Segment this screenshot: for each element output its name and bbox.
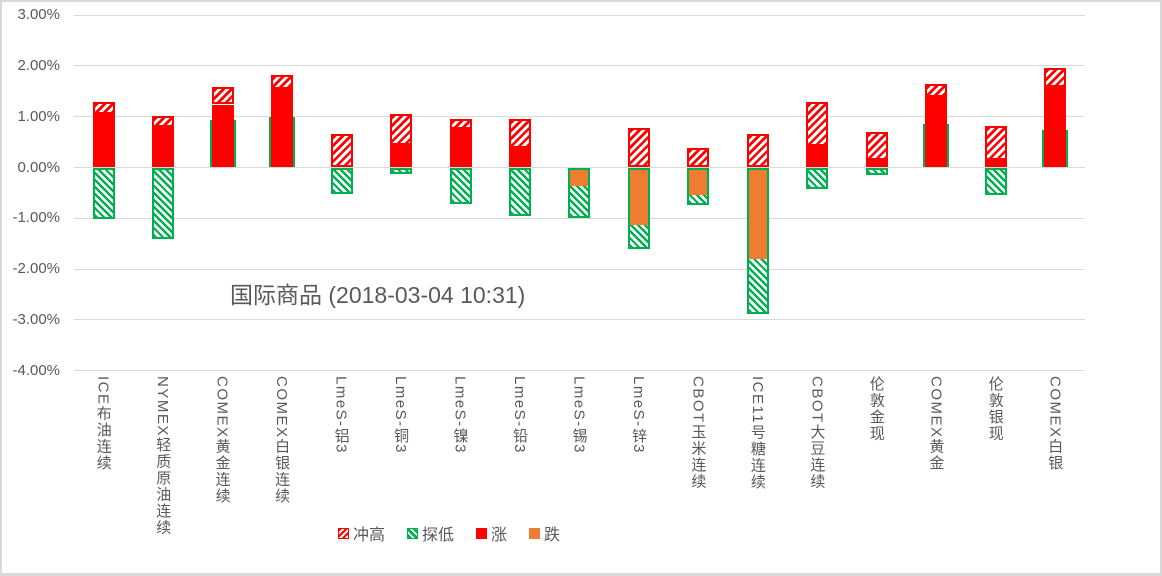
bar-high-segment [271, 74, 294, 89]
bar-high-segment [92, 102, 115, 114]
x-category-label: NYMEX轻质原油连续 [154, 376, 172, 536]
bar-rise-segment [1044, 87, 1067, 168]
bar-high-segment [806, 102, 829, 147]
legend-item: 探低 [407, 521, 454, 545]
bar-high-segment [449, 119, 472, 129]
bar-rise-segment [211, 104, 234, 168]
bar-rise-segment [806, 146, 829, 168]
x-category-label: LmeS-锡3 [570, 376, 588, 455]
y-tick-label: 0.00% [17, 158, 60, 176]
bar-fall-segment [570, 169, 589, 186]
legend-item-label: 涨 [491, 527, 508, 544]
y-tick-label: -1.00% [12, 209, 60, 227]
legend-item-label: 冲高 [353, 527, 386, 544]
legend: 冲高 探低 涨 跌 [338, 521, 560, 545]
legend-item: 跌 [529, 521, 560, 545]
gridline [74, 116, 1085, 118]
bar-rise-segment [152, 127, 175, 168]
bar-low-segment [330, 167, 353, 194]
bar-high-segment [211, 86, 234, 105]
bar-high-segment [925, 84, 948, 97]
bar-rise-segment [449, 128, 472, 168]
x-category-label: LmeS-铅3 [511, 376, 529, 455]
bar-fall-segment [689, 169, 708, 195]
x-category-label: 伦敦银现 [986, 376, 1004, 442]
y-tick-label: -3.00% [12, 310, 60, 328]
x-category-label: LmeS-铝3 [332, 376, 350, 455]
x-category-label: COMEX黄金 [927, 376, 945, 472]
legend-item-label: 跌 [544, 527, 561, 544]
legend-item-label: 探低 [422, 527, 455, 544]
y-tick-label: -4.00% [12, 361, 60, 379]
gridline [74, 217, 1085, 219]
bar-low-segment [806, 167, 829, 189]
x-category-label: 伦敦金现 [867, 376, 885, 442]
bar-high-segment [627, 128, 650, 168]
x-category-label: COMEX黄金连续 [213, 376, 231, 505]
y-tick-label: 3.00% [17, 6, 60, 24]
x-category-label: ICE11号糖连续 [748, 376, 766, 491]
gridline [74, 268, 1085, 270]
bar-high-segment [687, 148, 710, 168]
chart-title: 国际商品 (2018-03-04 10:31) [230, 282, 526, 308]
x-category-label: COMEX白银连续 [273, 376, 291, 505]
x-category-label: LmeS-镍3 [451, 376, 469, 455]
bar-low-segment [92, 167, 115, 220]
bar-rise-segment [271, 88, 294, 168]
legend-swatch-green-hatch-icon [407, 527, 419, 539]
gridline [74, 370, 1085, 372]
legend-swatch-orange-icon [529, 527, 541, 539]
bar-rise-segment [984, 160, 1007, 168]
bar-high-segment [152, 116, 175, 128]
bar-low-segment [152, 167, 175, 239]
legend-swatch-red-icon [476, 527, 488, 539]
bar-rise-segment [509, 148, 532, 168]
x-category-label: COMEX白银 [1046, 376, 1064, 472]
bar-fall-segment [748, 169, 767, 260]
legend-item: 涨 [476, 521, 507, 545]
y-tick-label: 1.00% [17, 107, 60, 125]
bar-low-segment [449, 167, 472, 204]
bar-high-segment [509, 119, 532, 149]
y-tick-label: 2.00% [17, 56, 60, 74]
bar-rise-segment [390, 145, 413, 168]
bar-low-segment [509, 167, 532, 216]
x-category-label: ICE布油连续 [94, 376, 112, 472]
legend-item: 冲高 [338, 521, 385, 545]
legend-swatch-red-hatch-icon [338, 527, 349, 539]
bar-high-segment [865, 131, 888, 160]
bar-rise-segment [925, 96, 948, 168]
bar-low-segment [865, 167, 888, 176]
gridline [74, 319, 1085, 321]
bar-high-segment [390, 113, 413, 146]
bar-rise-segment [865, 159, 888, 168]
bar-rise-segment [92, 113, 115, 168]
bar-low-segment [984, 167, 1007, 195]
bar-low-segment [390, 167, 413, 174]
bar-fall-segment [629, 169, 648, 225]
bar-high-segment [330, 134, 353, 168]
x-category-label: CBOT玉米连续 [689, 376, 707, 490]
x-category-label: LmeS-铜3 [392, 376, 410, 455]
x-category-label: LmeS-锌3 [629, 376, 647, 455]
gridline [74, 65, 1085, 67]
bar-high-segment [746, 134, 769, 168]
x-category-label: CBOT大豆连续 [808, 376, 826, 490]
gridline [74, 14, 1085, 16]
bar-high-segment [1044, 68, 1067, 88]
y-tick-label: -2.00% [12, 260, 60, 278]
bar-high-segment [984, 125, 1007, 161]
